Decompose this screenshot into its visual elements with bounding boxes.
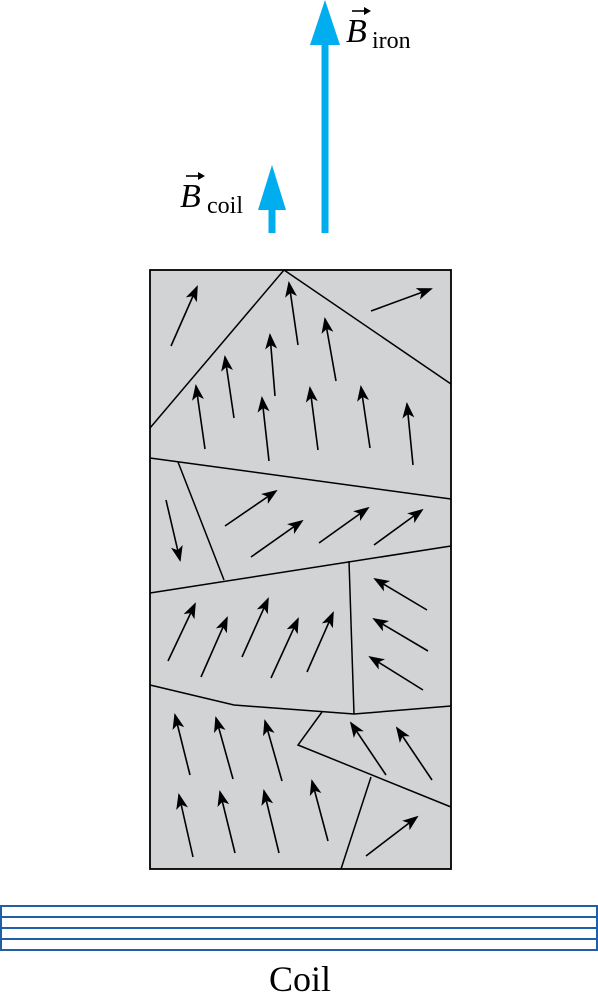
moment-arrow-icon — [305, 386, 319, 451]
moment-arrow-icon — [270, 617, 299, 679]
vector-arrow-icon — [352, 7, 371, 15]
moment-arrow-icon — [241, 597, 269, 658]
moment-arrow-icon — [370, 288, 433, 312]
b-iron-subscript: iron — [372, 28, 411, 54]
moment-arrow-icon — [213, 716, 234, 780]
b-iron-arrow — [310, 0, 340, 233]
moment-arrow-icon — [318, 506, 370, 544]
moment-arrow-icon — [321, 317, 337, 382]
b-coil-label: B coil — [180, 172, 243, 219]
moment-arrow-icon — [372, 617, 429, 652]
moment-arrow-icon — [192, 384, 206, 450]
moment-arrow-icon — [224, 489, 278, 527]
moment-arrow-icon — [165, 499, 183, 562]
moment-arrow-icon — [176, 793, 194, 858]
moment-arrow-icon — [309, 779, 329, 842]
moment-arrow-icon — [365, 815, 419, 857]
moment-arrow-icon — [221, 355, 235, 419]
moment-arrow-icon — [167, 602, 196, 662]
moment-arrow-icon — [217, 790, 236, 854]
moment-arrow-icon — [373, 577, 428, 611]
moment-arrow-icon — [257, 396, 270, 462]
moment-arrow-icon — [395, 726, 433, 781]
moment-arrow-icon — [285, 281, 299, 346]
domain-boundaries — [149, 268, 452, 870]
moment-arrow-icon — [170, 285, 198, 347]
b-iron-label: B iron — [346, 7, 411, 54]
b-iron-symbol: B — [346, 13, 367, 50]
moment-arrow-icon — [200, 616, 228, 678]
coil — [0, 905, 598, 951]
moment-arrow-icon — [373, 508, 424, 546]
b-coil-arrow — [258, 165, 286, 233]
vector-arrow-icon — [186, 172, 205, 180]
moment-arrow-icon — [263, 719, 283, 782]
domain-moment-arrows — [165, 281, 433, 858]
moment-arrow-icon — [261, 789, 280, 854]
moment-arrow-icon — [402, 402, 415, 466]
moment-arrow-icon — [250, 519, 304, 558]
moment-arrow-icon — [349, 721, 387, 776]
moment-arrow-icon — [306, 611, 334, 673]
moment-arrow-icon — [172, 713, 191, 776]
moment-arrow-icon — [265, 333, 278, 397]
moment-arrow-icon — [368, 655, 424, 691]
coil-caption: Coil — [269, 959, 331, 999]
b-coil-symbol: B — [180, 178, 201, 215]
b-coil-subscript: coil — [207, 193, 243, 219]
moment-arrow-icon — [357, 385, 371, 449]
